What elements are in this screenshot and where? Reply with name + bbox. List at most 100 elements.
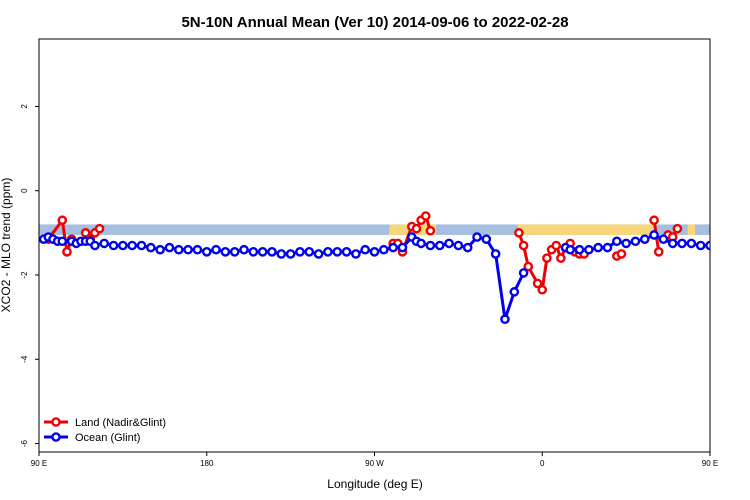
ocean-point	[397, 242, 408, 253]
ocean-point	[173, 244, 184, 255]
ocean-point	[584, 244, 594, 255]
land-span	[389, 224, 399, 235]
ocean-point	[565, 244, 576, 255]
y-tick-label: 0	[20, 188, 29, 193]
land-point	[556, 253, 566, 263]
ocean-point	[490, 249, 501, 259]
land-point	[523, 261, 534, 272]
land-point	[57, 215, 68, 226]
ocean-point	[108, 240, 119, 251]
x-tick-label: 0	[540, 459, 545, 468]
land-point	[537, 284, 548, 295]
ocean-point	[434, 240, 445, 251]
ocean-point	[304, 247, 315, 257]
ocean-point	[716, 242, 723, 249]
land-point	[649, 215, 659, 226]
ocean-point	[295, 247, 305, 257]
ocean-point	[388, 242, 398, 253]
x-tick-label: 90 W	[365, 459, 384, 468]
land-point	[420, 211, 431, 221]
ocean-point	[276, 249, 287, 259]
ocean-point	[472, 232, 482, 242]
y-tick-label: -4	[20, 355, 29, 363]
land-ocean-band	[39, 224, 710, 235]
ocean-point	[574, 244, 585, 255]
ocean-point	[332, 247, 343, 257]
legend-label-ocean: Ocean (Glint)	[75, 432, 140, 444]
ocean-point	[379, 244, 389, 255]
x-tick-label: 180	[200, 459, 214, 468]
land-point	[672, 223, 683, 234]
ocean-point	[341, 247, 352, 257]
ocean-point	[639, 234, 650, 244]
ocean-point	[667, 238, 678, 249]
ocean-point	[118, 240, 128, 251]
land-point	[62, 247, 72, 257]
ocean-point	[369, 247, 380, 257]
land-point	[616, 249, 627, 259]
ocean-point	[744, 244, 750, 251]
ocean-point	[462, 242, 473, 253]
land-span	[687, 224, 696, 235]
ocean-point	[257, 247, 268, 257]
land-point	[532, 278, 543, 289]
ocean-point	[360, 244, 370, 255]
land-series-line	[47, 218, 74, 254]
ocean-point	[211, 244, 221, 255]
ocean-point	[621, 238, 631, 249]
ocean-point	[229, 247, 240, 257]
ocean-point	[612, 236, 622, 247]
legend-marker-ocean	[51, 432, 61, 442]
ocean-point	[239, 244, 249, 255]
ocean-point	[248, 247, 259, 257]
ocean-point	[57, 236, 68, 247]
x-tick-label: 90 E	[31, 459, 47, 468]
plot-frame	[38, 38, 711, 453]
land-point	[80, 228, 91, 238]
legend: Land (Nadir&Glint) Ocean (Glint)	[44, 417, 166, 444]
legend-marker-land	[51, 417, 61, 427]
chart-title: 5N-10N Annual Mean (Ver 10) 2014-09-06 t…	[181, 14, 568, 31]
ocean-point	[518, 268, 529, 278]
x-tick-label: 90 E	[702, 459, 718, 468]
ocean-point	[500, 314, 510, 325]
ocean-point	[677, 238, 687, 249]
ocean-point	[734, 244, 741, 251]
ocean-point	[425, 240, 436, 251]
ocean-point	[136, 240, 147, 251]
land-point	[514, 228, 524, 238]
y-tick-label: 2	[20, 104, 29, 109]
ocean-point	[220, 247, 231, 257]
land-point	[653, 247, 664, 257]
y-tick-label: -6	[20, 439, 29, 447]
axes: 90 E 180 90 W 0 90 E 2 0 -2 -4 -6	[20, 104, 718, 468]
ocean-point	[99, 238, 110, 249]
y-axis-label: XCO2 - MLO trend (ppm)	[0, 178, 13, 313]
ocean-point	[155, 244, 165, 255]
ocean-point	[453, 240, 464, 251]
ocean-point	[285, 249, 296, 259]
ocean-point	[649, 230, 659, 240]
ocean-point	[725, 242, 732, 249]
ocean-band	[39, 224, 710, 235]
ocean-point	[313, 249, 324, 259]
land-span	[518, 224, 655, 235]
ocean-point	[183, 244, 193, 255]
land-point	[425, 225, 436, 236]
ocean-point	[323, 247, 333, 257]
ocean-point	[695, 240, 706, 251]
y-tick-label: -2	[20, 271, 29, 279]
ocean-point	[509, 287, 520, 297]
ocean-point	[146, 242, 156, 253]
ocean-point	[593, 242, 603, 253]
ocean-point	[127, 240, 137, 251]
ocean-point	[630, 236, 641, 247]
land-point	[518, 240, 529, 251]
ocean-point	[686, 238, 697, 249]
ocean-point	[192, 244, 203, 255]
x-axis-label: Longitude (deg E)	[327, 477, 422, 491]
legend-label-land: Land (Nadir&Glint)	[75, 417, 166, 429]
ocean-point	[201, 247, 212, 257]
ocean-point	[351, 249, 361, 259]
ocean-point	[267, 247, 277, 257]
